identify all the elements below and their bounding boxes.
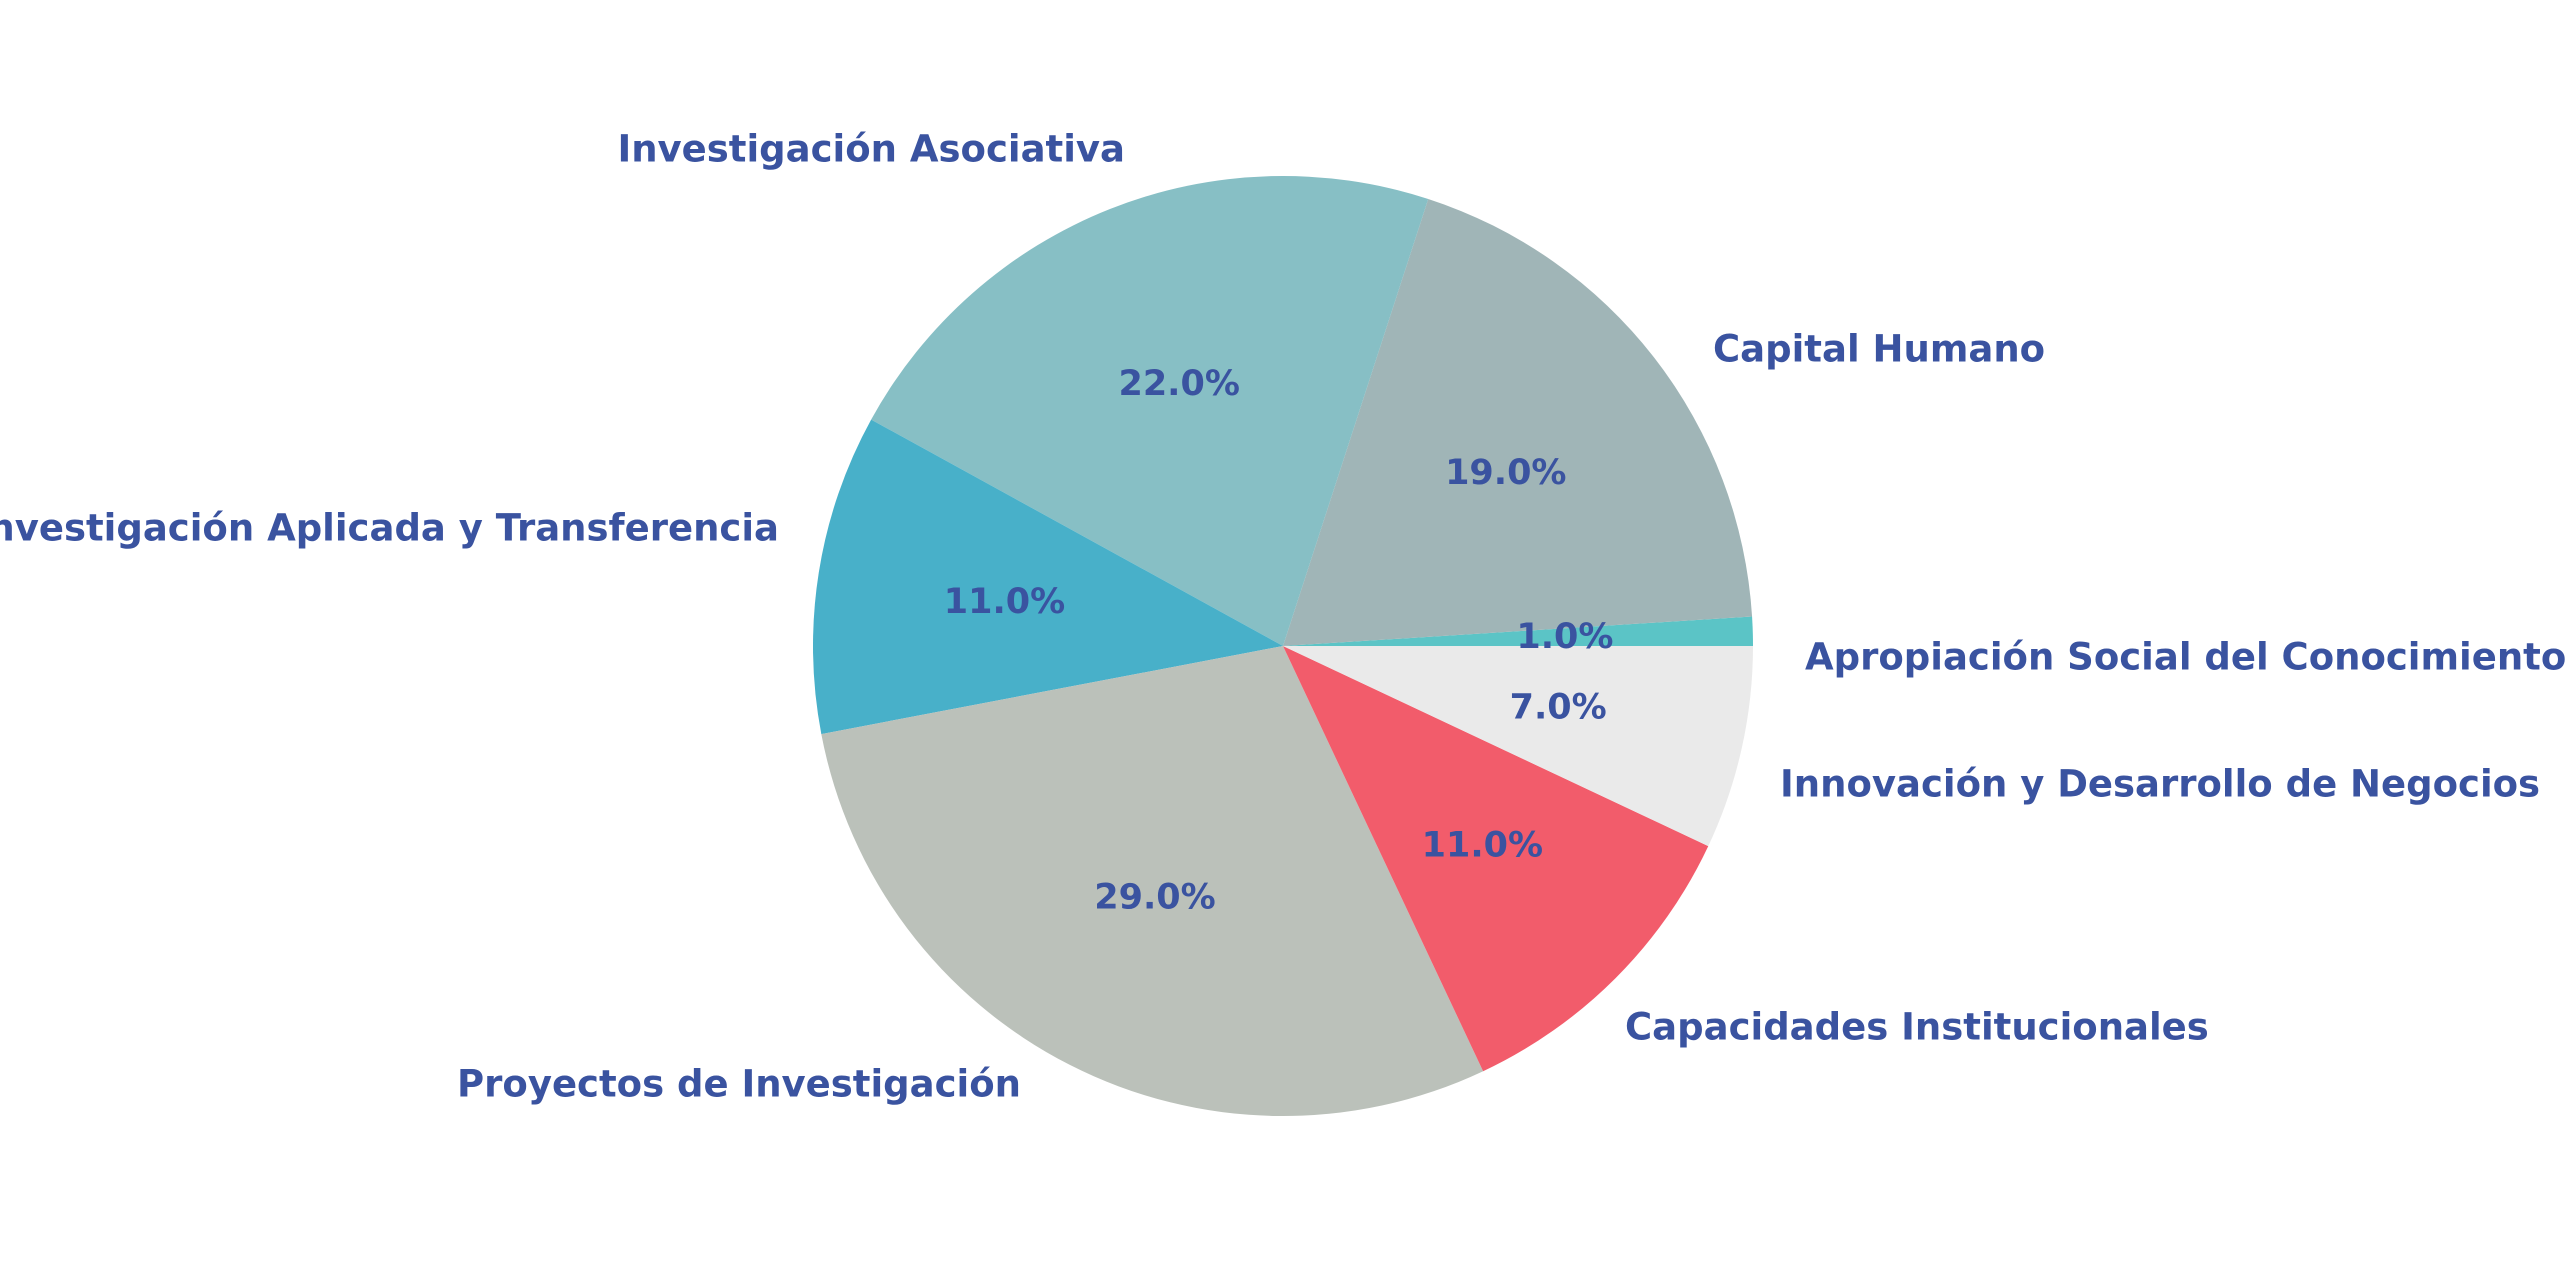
- pie-slice: [1283, 199, 1753, 646]
- pie-slice: [1283, 646, 1753, 847]
- slice-percent-label: 19.0%: [1445, 453, 1566, 493]
- pie-slice: [871, 175, 1429, 646]
- slice-percent-label: 22.0%: [1118, 364, 1239, 404]
- slice-percent-label: 11.0%: [944, 582, 1065, 622]
- slice-percent-label: 11.0%: [1422, 825, 1543, 865]
- slice-category-label: Investigación Aplicada y Transferencia: [0, 507, 779, 550]
- slice-category-label: Proyectos de Investigación: [457, 1063, 1021, 1106]
- pie-slices: [812, 175, 1753, 1117]
- slice-percent-label: 1.0%: [1516, 617, 1613, 657]
- slice-category-label: Apropiación Social del Conocimiento: [1805, 636, 2566, 679]
- slice-category-label: Innovación y Desarrollo de Negocios: [1780, 763, 2540, 806]
- pie-slice: [1283, 646, 1709, 1072]
- slice-percent-label: 7.0%: [1510, 688, 1607, 728]
- pie-slice: [812, 419, 1283, 735]
- slice-category-label: Capital Humano: [1713, 328, 2045, 371]
- percent-labels: 1.0% 19.0% 22.0% 11.0% 29.0% 11.0% 7.0%: [944, 364, 1614, 918]
- slice-category-label: Investigación Asociativa: [617, 128, 1125, 171]
- category-labels: Apropiación Social del Conocimiento Capit…: [0, 128, 2566, 1106]
- slice-percent-label: 29.0%: [1094, 877, 1215, 917]
- pie-slice: [821, 646, 1484, 1117]
- pie-slice: [1283, 616, 1753, 646]
- slice-category-label: Capacidades Institucionales: [1625, 1006, 2209, 1049]
